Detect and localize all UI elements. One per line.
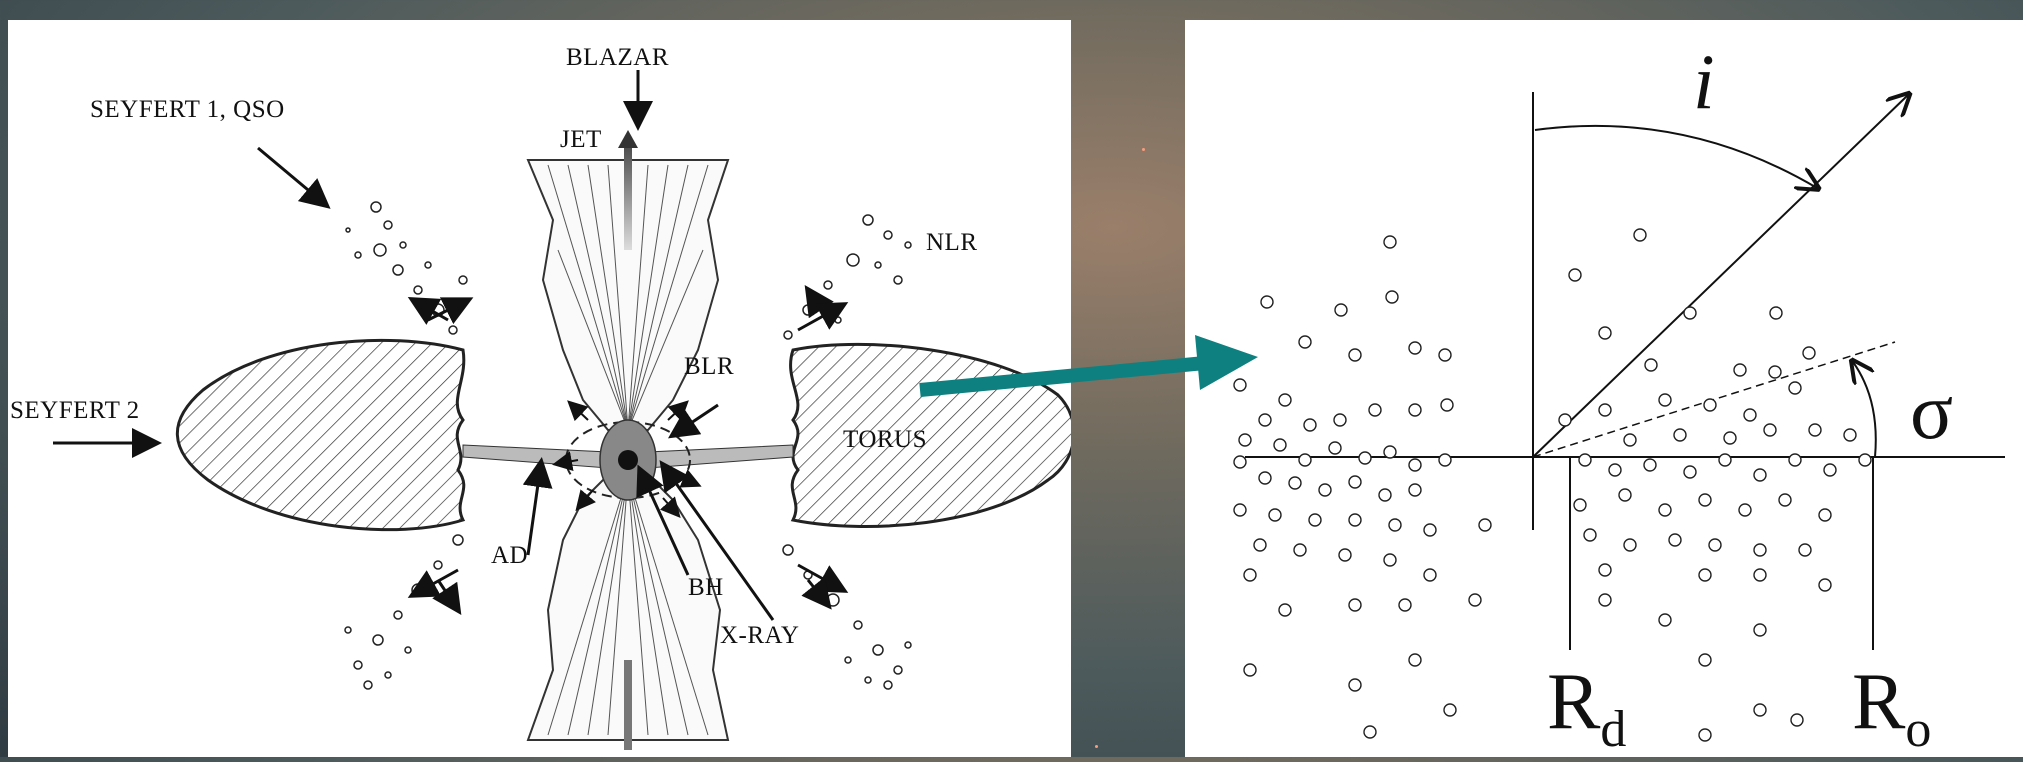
rd-label: Rd xyxy=(1547,658,1626,757)
clumpy-torus-panel: i σ Rd Ro xyxy=(1185,20,2023,758)
torus-right xyxy=(789,342,1076,528)
blazar-label: BLAZAR xyxy=(566,44,669,71)
accretion-disk-left xyxy=(462,444,609,469)
torus-left xyxy=(175,338,466,532)
seyfert1-view-arrow xyxy=(257,146,331,209)
ro-label-main: R xyxy=(1852,658,1906,746)
background-star xyxy=(1142,148,1145,151)
dust-clumps xyxy=(1233,228,1872,742)
sigma-arc xyxy=(1853,362,1877,458)
jet-arrowhead-up xyxy=(618,130,638,148)
bh-pointer xyxy=(636,464,690,576)
xray-label: X-RAY xyxy=(720,622,799,649)
nlr-outflow-arrows xyxy=(407,285,849,615)
jet-shaft-lower xyxy=(624,660,632,750)
line-of-sight-ray xyxy=(1532,95,1908,458)
jet-shaft-upper xyxy=(624,140,632,250)
black-hole xyxy=(618,450,638,470)
accretion-disk-right xyxy=(647,444,794,469)
rd-label-sub: d xyxy=(1600,701,1626,757)
ro-label-sub: o xyxy=(1905,701,1931,757)
inclination-label: i xyxy=(1693,38,1715,125)
blr-pointer xyxy=(668,403,719,439)
agn-diagram: BLAZAR JET SEYFERT 1, QSO SEYFERT 2 NLR … xyxy=(10,44,1076,750)
rd-label-main: R xyxy=(1547,658,1601,746)
jet-label: JET xyxy=(560,126,602,153)
torus-width-line xyxy=(1532,341,1896,458)
ad-pointer xyxy=(522,457,553,556)
nlr-clouds-upper-right xyxy=(783,214,912,340)
bh-label: BH xyxy=(688,574,724,601)
nlr-clouds-lower-left xyxy=(344,534,464,690)
torus-label: TORUS xyxy=(843,426,927,453)
clumpy-torus-diagram: i σ Rd Ro xyxy=(1233,38,2005,758)
agn-unified-model-panel: BLAZAR JET SEYFERT 1, QSO SEYFERT 2 NLR … xyxy=(8,20,1076,757)
blr-label: BLR xyxy=(684,353,734,380)
ad-label: AD xyxy=(491,542,528,569)
nlr-clouds-upper-left xyxy=(345,201,468,335)
seyfert2-label: SEYFERT 2 xyxy=(10,397,140,424)
background-star xyxy=(1095,745,1098,748)
inclination-arc xyxy=(1534,124,1817,188)
xray-pointer xyxy=(659,460,775,621)
jet-cone-upper xyxy=(526,159,730,431)
ro-label: Ro xyxy=(1852,658,1931,757)
blr-ring xyxy=(565,421,691,499)
sigma-label: σ xyxy=(1910,368,1953,456)
seyfert1-label: SEYFERT 1, QSO xyxy=(90,96,285,123)
nlr-label: NLR xyxy=(926,229,978,256)
